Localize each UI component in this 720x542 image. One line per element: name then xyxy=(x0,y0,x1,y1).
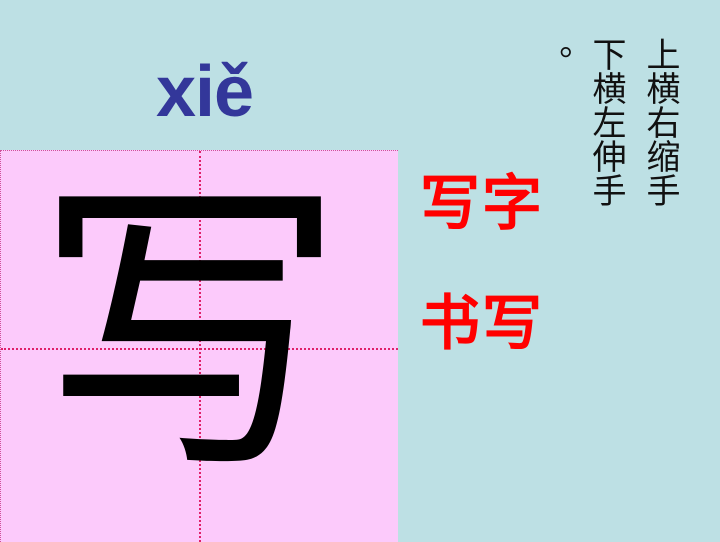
rhyme-line-2-text: 下横左伸手 xyxy=(586,37,626,207)
word-item-2: 书写 xyxy=(420,289,544,359)
rhyme-line-3: 。 xyxy=(532,22,572,112)
pinyin-label: xiě xyxy=(156,52,254,132)
grid-vertical-guide xyxy=(199,151,201,542)
model-character: 写 xyxy=(35,153,345,514)
rhyme-line-1: 上横右缩手 xyxy=(640,22,680,207)
rhyme-line-2: 下横左伸手 xyxy=(586,22,626,207)
rhyme-line-1-text: 上横右缩手 xyxy=(640,37,680,207)
rhyme-line-3-text: 。 xyxy=(532,45,572,79)
stroke-rhyme: 上横右缩手 下横左伸手 。 xyxy=(532,22,680,207)
grid-horizontal-guide xyxy=(1,348,398,350)
word-item-1: 写字 xyxy=(420,169,544,239)
writing-grid: 写 xyxy=(0,150,398,542)
word-list: 写字 书写 xyxy=(420,172,544,412)
